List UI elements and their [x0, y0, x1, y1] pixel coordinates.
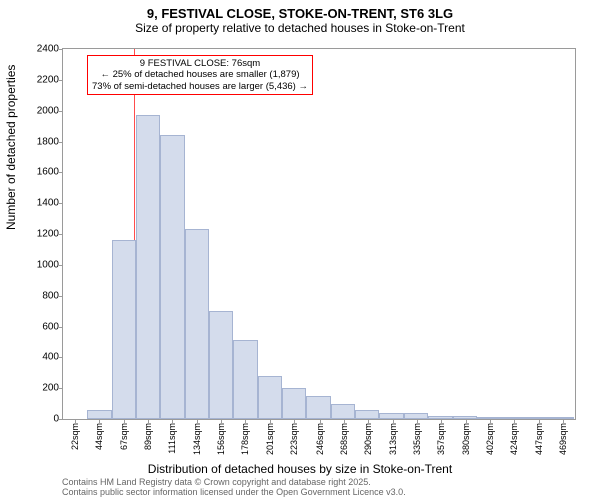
x-tick-label: 380sqm	[461, 423, 471, 455]
annotation-line3: 73% of semi-detached houses are larger (…	[92, 81, 308, 92]
y-tick-label: 200	[42, 383, 59, 394]
histogram-bar	[136, 115, 160, 419]
y-tick-mark	[59, 296, 63, 297]
y-tick-mark	[59, 203, 63, 204]
y-tick-label: 2400	[37, 44, 59, 55]
annotation-line1: 9 FESTIVAL CLOSE: 76sqm	[92, 58, 308, 69]
x-tick-label: 469sqm	[558, 423, 568, 455]
x-tick-label: 335sqm	[412, 423, 422, 455]
y-axis-label: Number of detached properties	[4, 65, 18, 230]
x-tick-label: 268sqm	[339, 423, 349, 455]
y-tick-mark	[59, 327, 63, 328]
histogram-bar	[355, 410, 379, 419]
histogram-bar	[258, 376, 282, 419]
y-tick-label: 1200	[37, 229, 59, 240]
histogram-bar	[477, 417, 501, 419]
y-tick-mark	[59, 419, 63, 420]
x-tick-label: 156sqm	[216, 423, 226, 455]
x-tick-mark	[514, 419, 515, 423]
x-tick-mark	[563, 419, 564, 423]
x-tick-label: 134sqm	[192, 423, 202, 455]
y-tick-mark	[59, 357, 63, 358]
histogram-bar	[501, 417, 525, 419]
footer-line2: Contains public sector information licen…	[62, 488, 580, 498]
x-tick-mark	[270, 419, 271, 423]
x-tick-label: 313sqm	[388, 423, 398, 455]
x-tick-mark	[99, 419, 100, 423]
y-tick-mark	[59, 234, 63, 235]
y-tick-label: 600	[42, 321, 59, 332]
footer-text: Contains HM Land Registry data © Crown c…	[62, 478, 580, 498]
histogram-bar	[112, 240, 136, 419]
y-tick-mark	[59, 49, 63, 50]
histogram-bar	[209, 311, 233, 419]
histogram-bar	[453, 416, 477, 419]
x-tick-label: 22sqm	[70, 423, 80, 450]
x-tick-label: 447sqm	[534, 423, 544, 455]
y-tick-label: 1400	[37, 198, 59, 209]
x-tick-mark	[393, 419, 394, 423]
x-tick-mark	[320, 419, 321, 423]
histogram-bar	[185, 229, 209, 419]
y-tick-mark	[59, 142, 63, 143]
x-tick-mark	[172, 419, 173, 423]
y-tick-label: 1000	[37, 259, 59, 270]
plot-area: 9 FESTIVAL CLOSE: 76sqm ← 25% of detache…	[62, 48, 576, 420]
x-tick-label: 246sqm	[315, 423, 325, 455]
y-tick-label: 2000	[37, 105, 59, 116]
x-axis-label: Distribution of detached houses by size …	[0, 462, 600, 476]
x-tick-mark	[124, 419, 125, 423]
x-tick-mark	[344, 419, 345, 423]
x-tick-mark	[148, 419, 149, 423]
x-tick-label: 223sqm	[289, 423, 299, 455]
y-tick-mark	[59, 111, 63, 112]
x-tick-label: 67sqm	[119, 423, 129, 450]
x-tick-label: 424sqm	[509, 423, 519, 455]
x-tick-label: 178sqm	[240, 423, 250, 455]
x-tick-mark	[294, 419, 295, 423]
histogram-bar	[233, 340, 257, 419]
histogram-bar	[379, 413, 403, 419]
y-tick-label: 800	[42, 290, 59, 301]
annotation-line2: ← 25% of detached houses are smaller (1,…	[92, 69, 308, 80]
x-tick-label: 357sqm	[436, 423, 446, 455]
histogram-bar	[160, 135, 184, 419]
x-tick-mark	[490, 419, 491, 423]
y-tick-mark	[59, 265, 63, 266]
x-tick-label: 290sqm	[363, 423, 373, 455]
x-tick-mark	[417, 419, 418, 423]
x-tick-mark	[197, 419, 198, 423]
x-tick-mark	[368, 419, 369, 423]
histogram-bar	[306, 396, 330, 419]
histogram-bar	[282, 388, 306, 419]
y-tick-label: 1800	[37, 136, 59, 147]
x-tick-label: 201sqm	[265, 423, 275, 455]
chart-title: 9, FESTIVAL CLOSE, STOKE-ON-TRENT, ST6 3…	[0, 0, 600, 21]
x-tick-mark	[441, 419, 442, 423]
histogram-bar	[331, 404, 355, 419]
histogram-bar	[428, 416, 452, 419]
y-tick-mark	[59, 80, 63, 81]
y-tick-label: 1600	[37, 167, 59, 178]
histogram-bar	[404, 413, 428, 419]
histogram-bar	[526, 417, 550, 419]
x-tick-mark	[466, 419, 467, 423]
histogram-bar	[550, 417, 574, 419]
x-tick-mark	[221, 419, 222, 423]
x-tick-mark	[75, 419, 76, 423]
x-tick-label: 89sqm	[143, 423, 153, 450]
x-tick-label: 44sqm	[94, 423, 104, 450]
x-tick-mark	[245, 419, 246, 423]
y-tick-mark	[59, 172, 63, 173]
x-tick-mark	[539, 419, 540, 423]
annotation-box: 9 FESTIVAL CLOSE: 76sqm ← 25% of detache…	[87, 55, 313, 95]
y-tick-label: 2200	[37, 74, 59, 85]
y-tick-mark	[59, 388, 63, 389]
histogram-bar	[87, 410, 111, 419]
chart-subtitle: Size of property relative to detached ho…	[0, 21, 600, 39]
x-tick-label: 402sqm	[485, 423, 495, 455]
y-tick-label: 400	[42, 352, 59, 363]
x-tick-label: 111sqm	[167, 423, 177, 454]
